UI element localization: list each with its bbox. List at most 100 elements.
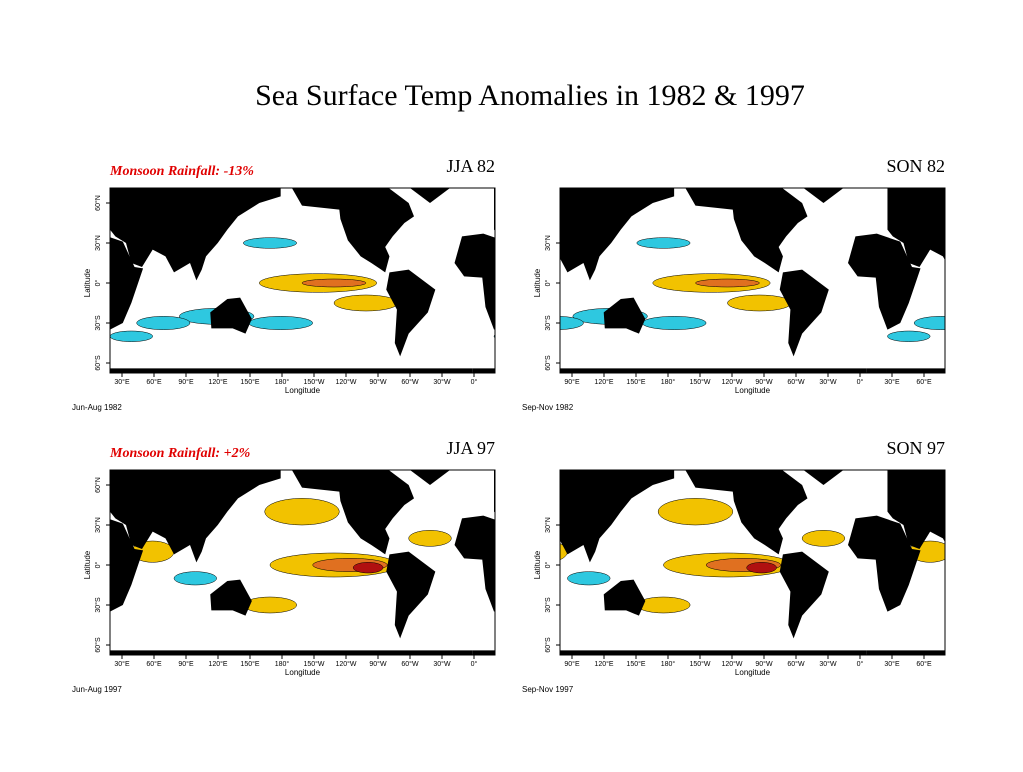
x-tick-label: 30°E xyxy=(884,660,900,668)
y-tick-label: 30°N xyxy=(94,517,102,533)
x-tick-label: 60°W xyxy=(787,660,805,668)
land xyxy=(603,297,646,334)
x-tick-label: 90°W xyxy=(755,660,773,668)
land xyxy=(291,188,414,273)
land xyxy=(2,270,51,357)
anomaly xyxy=(110,330,153,342)
y-axis-label: Latitude xyxy=(533,550,542,579)
anomaly xyxy=(0,558,3,571)
y-tick-label: 60°S xyxy=(544,637,552,653)
land xyxy=(0,469,30,554)
land xyxy=(685,188,808,273)
land xyxy=(866,650,945,655)
x-tick-label: 180° xyxy=(661,378,676,386)
x-tick-label: 120°W xyxy=(335,660,356,668)
land xyxy=(25,469,68,485)
anomaly xyxy=(0,295,14,311)
x-tick-label: 150°E xyxy=(240,660,259,668)
land xyxy=(291,470,414,555)
y-tick-label: 60°N xyxy=(94,477,102,493)
x-tick-label: 30°W xyxy=(819,378,837,386)
y-axis-label: Latitude xyxy=(83,268,92,297)
x-tick-label: 90°E xyxy=(564,378,580,386)
x-tick-label: 120°E xyxy=(594,378,613,386)
x-tick-label: 180° xyxy=(661,660,676,668)
land xyxy=(386,551,436,639)
land xyxy=(560,368,867,373)
x-tick-label: 60°E xyxy=(916,660,932,668)
anomaly xyxy=(951,572,994,585)
x-tick-label: 90°E xyxy=(178,660,194,668)
x-tick-label: 150°E xyxy=(240,378,259,386)
panel-label: JJA 97 xyxy=(446,438,495,458)
footer: Sep-Nov 1997 xyxy=(522,685,574,694)
land xyxy=(472,650,495,655)
y-tick-label: 60°N xyxy=(94,195,102,211)
x-tick-label: 150°W xyxy=(303,378,324,386)
land xyxy=(472,368,495,373)
anomaly xyxy=(695,278,760,288)
x-tick-label: 0° xyxy=(857,378,864,386)
footer: Jun-Aug 1982 xyxy=(72,403,122,412)
x-tick-label: 150°E xyxy=(626,378,645,386)
map xyxy=(0,469,495,671)
x-tick-label: 120°E xyxy=(208,660,227,668)
land xyxy=(848,515,921,612)
land xyxy=(454,515,495,612)
panel-label: SON 82 xyxy=(886,156,945,176)
x-tick-label: 120°W xyxy=(721,378,742,386)
y-tick-label: 0° xyxy=(544,561,552,568)
land xyxy=(779,551,829,639)
x-tick-label: 120°E xyxy=(594,660,613,668)
x-tick-label: 30°W xyxy=(433,660,451,668)
land xyxy=(887,188,945,267)
anomaly xyxy=(641,316,707,330)
anomaly xyxy=(503,331,546,342)
anomaly xyxy=(957,308,1023,324)
x-axis-label: Longitude xyxy=(285,668,321,677)
x-tick-label: 30°E xyxy=(114,378,130,386)
land xyxy=(110,519,144,612)
anomaly xyxy=(0,553,14,577)
x-tick-label: 60°E xyxy=(146,378,162,386)
land xyxy=(803,188,844,203)
x-tick-label: 0° xyxy=(471,660,478,668)
map xyxy=(0,188,495,373)
y-tick-label: 30°N xyxy=(544,235,552,251)
x-tick-label: 120°W xyxy=(721,660,742,668)
anomaly xyxy=(493,334,495,339)
anomaly xyxy=(567,571,611,586)
land xyxy=(848,233,921,330)
anomaly xyxy=(243,237,297,249)
anomaly xyxy=(173,571,217,586)
y-axis-label: Latitude xyxy=(83,550,92,579)
x-tick-label: 90°E xyxy=(178,378,194,386)
anomaly xyxy=(301,278,367,288)
y-tick-label: 60°S xyxy=(544,355,552,371)
x-tick-label: 180° xyxy=(275,660,290,668)
land xyxy=(110,470,281,563)
land xyxy=(0,650,89,671)
land xyxy=(110,368,473,373)
x-tick-label: 120°W xyxy=(335,378,356,386)
y-tick-label: 30°S xyxy=(94,597,102,613)
land xyxy=(110,188,281,281)
x-axis-label: Longitude xyxy=(285,386,321,395)
y-tick-label: 30°S xyxy=(544,597,552,613)
land xyxy=(409,188,451,203)
x-tick-label: 60°E xyxy=(916,378,932,386)
rainfall-note: Monsoon Rainfall: +2% xyxy=(109,446,250,461)
x-tick-label: 150°W xyxy=(689,378,710,386)
y-tick-label: 30°S xyxy=(94,315,102,331)
anomaly xyxy=(25,530,68,546)
x-tick-label: 90°W xyxy=(369,660,387,668)
land xyxy=(988,298,1023,334)
anomaly xyxy=(636,596,691,614)
x-tick-label: 0° xyxy=(471,378,478,386)
land xyxy=(2,552,51,639)
panel-label: JJA 82 xyxy=(446,156,495,176)
map-frame xyxy=(109,187,496,374)
x-tick-label: 90°W xyxy=(369,378,387,386)
x-tick-label: 60°W xyxy=(401,660,419,668)
land xyxy=(988,580,1023,616)
